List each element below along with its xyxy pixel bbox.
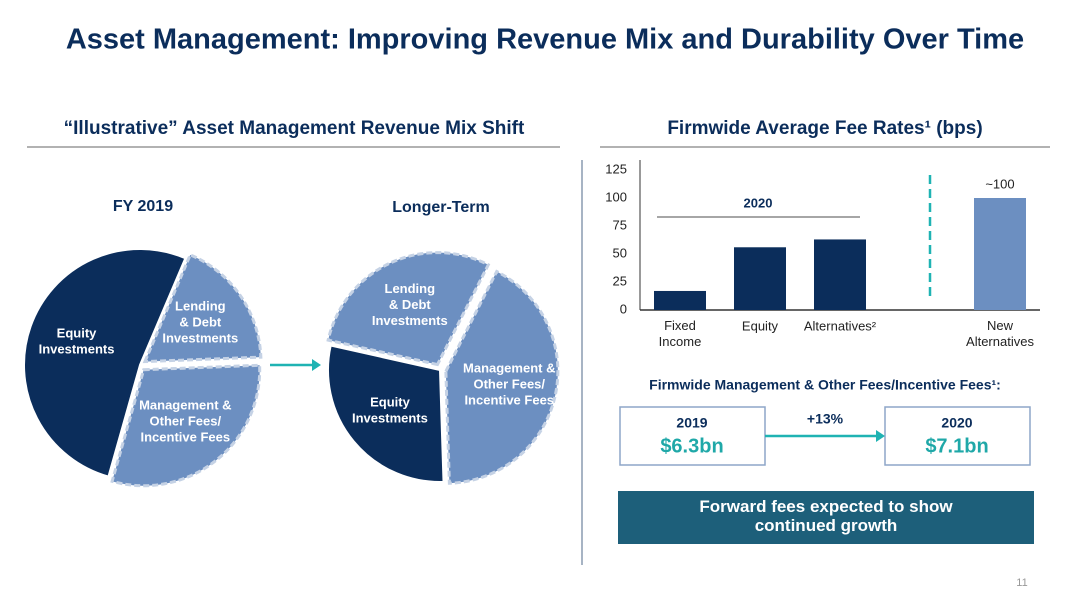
pie-slice — [326, 251, 491, 367]
banner — [618, 491, 1034, 544]
y-tick-label: 0 — [620, 301, 627, 316]
fee-amount: $7.1bn — [925, 435, 988, 457]
fee-box — [619, 406, 766, 466]
fee-amount: $6.3bn — [660, 435, 723, 457]
pie-title: Longer-Term — [392, 199, 489, 216]
y-tick-label: 50 — [613, 245, 627, 260]
section-heading: Firmwide Average Fee Rates¹ (bps) — [667, 118, 982, 139]
pie-title: FY 2019 — [113, 198, 173, 215]
slice-label: Management & Other Fees/Incentive Fees — [139, 398, 231, 445]
value-label: ~100 — [985, 176, 1014, 191]
pie-slice — [444, 269, 560, 485]
fee-year: 2020 — [941, 415, 972, 431]
page-number: 11 — [1016, 577, 1027, 589]
section-heading: “Illustrative” Asset Management Revenue … — [64, 118, 525, 139]
x-tick-label: Alternatives² — [804, 318, 877, 333]
bar — [814, 239, 866, 310]
y-tick-label: 125 — [605, 161, 627, 176]
fees-heading: Firmwide Management & Other Fees/Incenti… — [649, 377, 1001, 393]
pie-slice — [110, 363, 262, 488]
y-tick-label: 75 — [613, 217, 627, 232]
bar — [654, 290, 706, 310]
slice-label: Equity Investments — [39, 326, 115, 357]
y-tick-label: 100 — [605, 189, 627, 204]
pie-slice — [23, 248, 187, 478]
pie-slice — [142, 252, 263, 364]
slice-label: Equity Investments — [352, 395, 428, 426]
slide-title: Asset Management: Improving Revenue Mix … — [66, 24, 1024, 56]
arrow-head — [312, 359, 321, 371]
annotation: 2020 — [744, 195, 773, 210]
x-tick-label: Fixed Income — [659, 318, 702, 349]
bar — [734, 247, 786, 310]
arrow-head — [876, 430, 885, 442]
slice-label: Lending & Debt Investments — [372, 281, 448, 328]
fee-change: +13% — [807, 411, 844, 427]
fee-year: 2019 — [676, 415, 707, 431]
slice-label: Lending & Debt Investments — [162, 299, 238, 346]
x-tick-label: New Alternatives — [966, 318, 1034, 349]
y-tick-label: 25 — [613, 273, 627, 288]
x-tick-label: Equity — [742, 318, 779, 333]
banner-text: Forward fees expected to show continued g… — [699, 497, 953, 535]
bar — [974, 198, 1026, 310]
slice-label: Management & Other Fees/Incentive Fees — [463, 361, 555, 408]
pie-slice — [327, 344, 445, 483]
